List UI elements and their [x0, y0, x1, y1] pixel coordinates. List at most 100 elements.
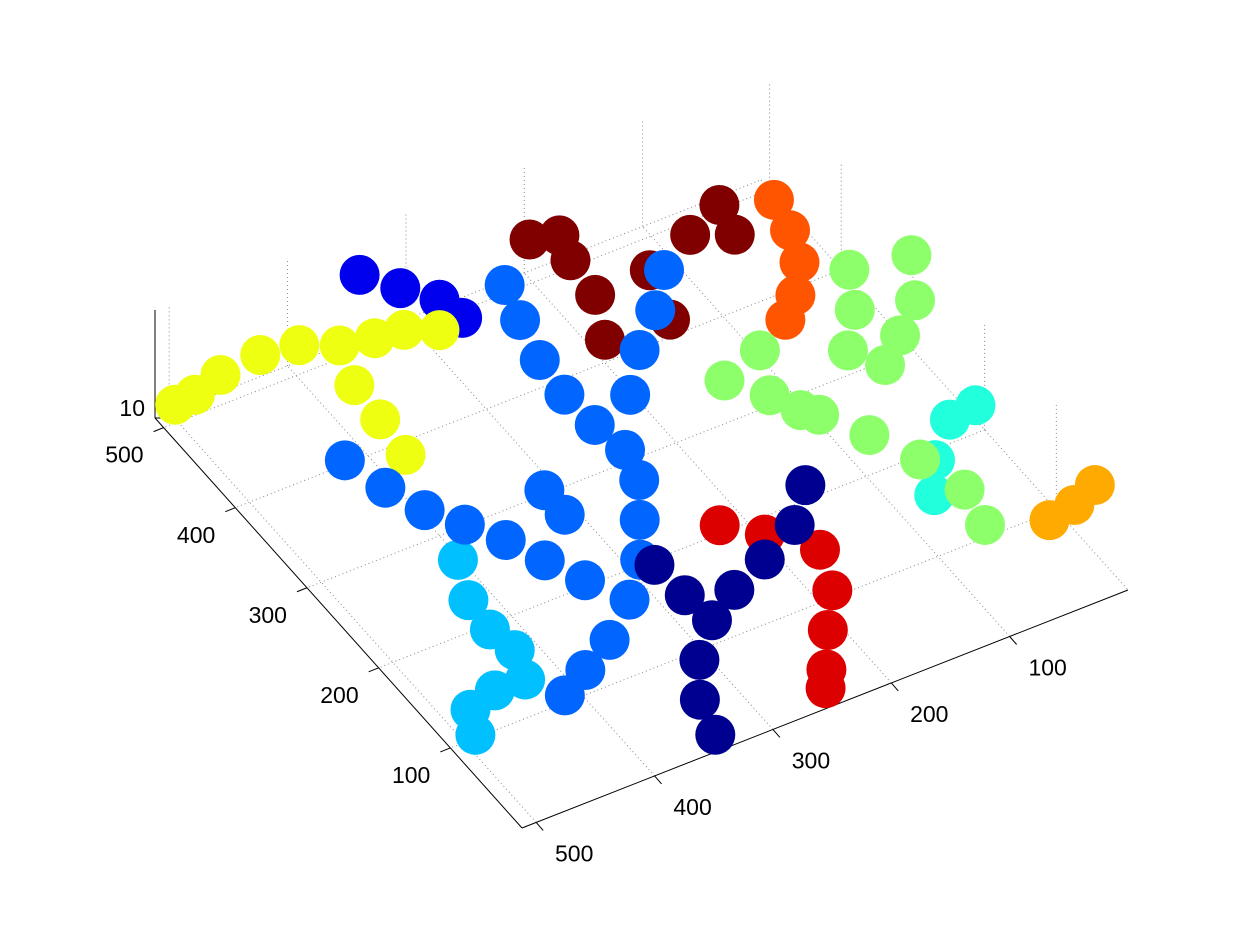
point	[774, 505, 815, 546]
point	[574, 404, 615, 445]
point	[444, 504, 485, 545]
point	[519, 339, 560, 380]
x-tick-label: 200	[910, 701, 948, 727]
point	[200, 354, 241, 395]
point	[437, 539, 478, 580]
point	[644, 250, 685, 291]
point	[827, 330, 868, 371]
point	[319, 325, 360, 366]
tick-mark	[654, 775, 662, 785]
point	[812, 570, 853, 611]
x-tick-label: 400	[673, 794, 711, 820]
point	[404, 490, 445, 531]
point	[799, 529, 840, 570]
grid-line	[154, 179, 762, 419]
point	[799, 394, 840, 435]
point	[448, 580, 489, 621]
y-tick-label: 100	[392, 762, 430, 788]
point	[699, 505, 740, 546]
point	[619, 499, 660, 540]
tick-mark	[368, 667, 379, 673]
point	[891, 235, 932, 276]
point	[770, 210, 811, 251]
point	[339, 254, 380, 295]
point	[914, 475, 955, 516]
z-tick-label: 10	[119, 395, 145, 421]
point	[744, 539, 785, 580]
point	[834, 289, 875, 330]
axis-line	[154, 417, 523, 829]
point	[691, 600, 732, 641]
point	[584, 319, 625, 360]
point	[509, 219, 550, 260]
point	[895, 280, 936, 321]
point	[670, 214, 711, 255]
point	[865, 345, 906, 386]
point	[679, 639, 720, 680]
tick-mark	[440, 747, 451, 753]
point	[714, 569, 755, 610]
point	[609, 579, 650, 620]
point	[753, 179, 794, 220]
point	[880, 315, 921, 356]
point	[544, 675, 585, 716]
point	[524, 540, 565, 581]
point	[805, 668, 846, 709]
point	[964, 504, 1005, 545]
point	[765, 299, 806, 340]
point	[485, 519, 526, 560]
point	[575, 274, 616, 315]
point	[505, 659, 546, 700]
point	[334, 365, 375, 406]
point	[385, 434, 426, 475]
point	[380, 268, 421, 309]
point	[419, 310, 460, 351]
point	[455, 714, 496, 755]
grid-line	[306, 349, 914, 589]
point	[699, 185, 740, 225]
point	[1074, 465, 1115, 506]
y-tick-label: 400	[177, 522, 215, 548]
point	[664, 575, 705, 616]
point	[484, 265, 525, 306]
grid-line	[163, 189, 770, 429]
x-tick-label: 100	[1028, 655, 1066, 681]
point	[635, 290, 676, 331]
tick-mark	[153, 427, 164, 433]
point	[365, 467, 406, 508]
tick-mark	[1009, 636, 1018, 645]
point	[619, 329, 660, 370]
point	[695, 714, 736, 755]
point	[619, 460, 660, 501]
point	[739, 330, 780, 371]
tick-mark	[296, 587, 308, 593]
point	[929, 399, 970, 440]
point	[360, 399, 401, 440]
tick-mark	[772, 729, 781, 738]
grid-line	[378, 429, 985, 669]
axis-line	[521, 589, 1129, 829]
grid-line	[235, 269, 842, 509]
point	[807, 609, 848, 650]
point	[714, 214, 755, 255]
y-tick-label: 300	[249, 602, 287, 628]
point	[679, 679, 720, 720]
grid-line	[450, 509, 1057, 749]
tick-mark	[890, 682, 899, 692]
point	[544, 494, 585, 535]
point	[589, 619, 630, 660]
x-tick-label: 500	[555, 841, 593, 867]
point	[500, 300, 541, 341]
point	[550, 240, 591, 281]
y-tick-label: 200	[320, 682, 358, 708]
point	[785, 465, 826, 506]
tick-mark	[535, 822, 544, 831]
point	[829, 249, 870, 290]
point	[324, 440, 365, 481]
point	[565, 560, 606, 601]
point	[240, 335, 281, 376]
point	[900, 439, 941, 480]
y-tick-label: 500	[105, 442, 143, 468]
point	[749, 375, 790, 416]
point	[544, 374, 585, 415]
